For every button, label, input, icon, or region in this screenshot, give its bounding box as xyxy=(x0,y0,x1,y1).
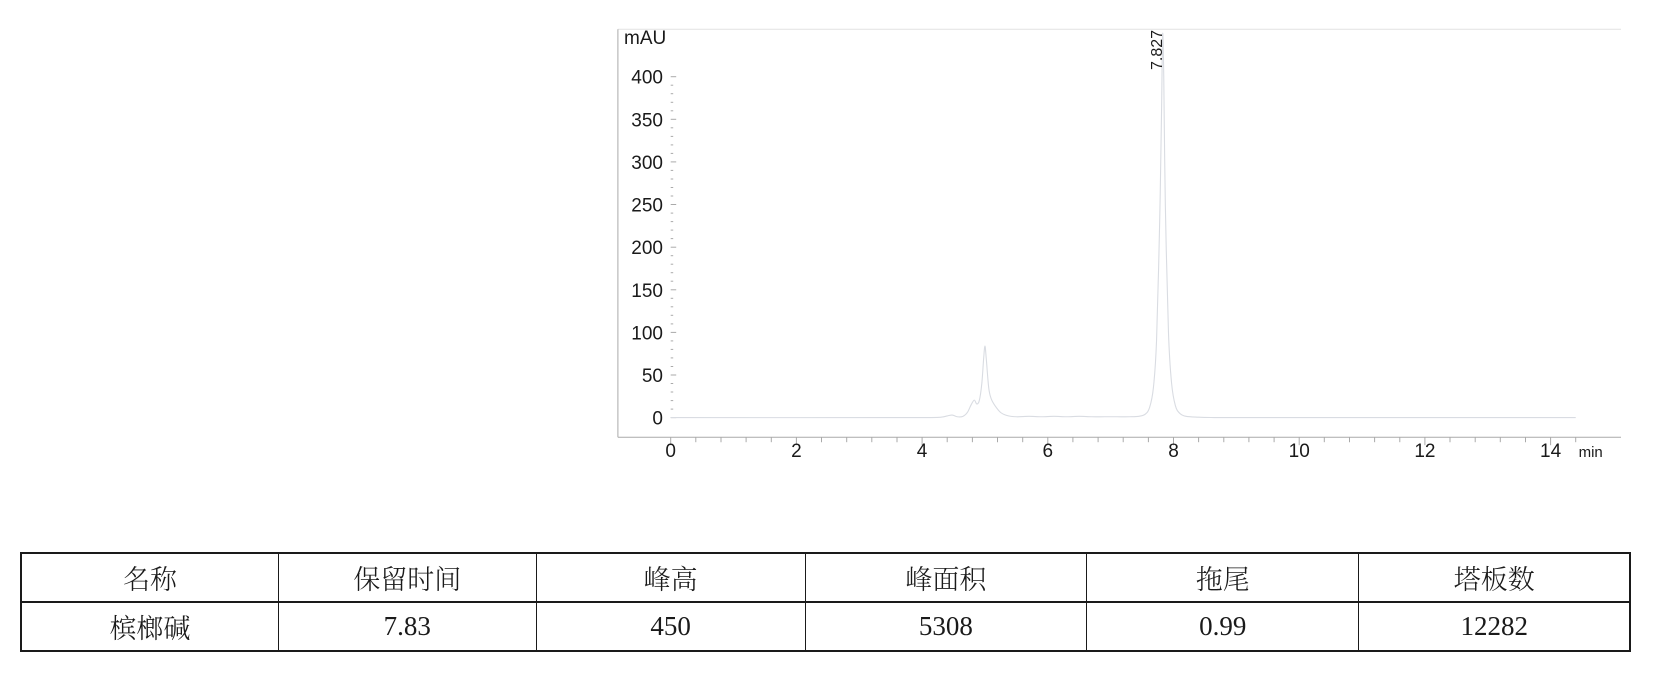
svg-text:2: 2 xyxy=(791,441,802,462)
svg-text:100: 100 xyxy=(631,323,663,344)
svg-text:0: 0 xyxy=(652,409,663,430)
svg-text:6: 6 xyxy=(1043,441,1054,462)
svg-text:mAU: mAU xyxy=(624,28,666,49)
svg-text:14: 14 xyxy=(1540,441,1562,462)
svg-text:300: 300 xyxy=(631,153,663,174)
svg-text:250: 250 xyxy=(631,196,663,217)
svg-text:12: 12 xyxy=(1414,441,1435,462)
svg-text:7.827: 7.827 xyxy=(1149,30,1166,70)
svg-text:200: 200 xyxy=(631,238,663,259)
svg-text:4: 4 xyxy=(917,441,928,462)
svg-text:350: 350 xyxy=(631,110,663,131)
svg-text:150: 150 xyxy=(631,281,663,302)
svg-text:400: 400 xyxy=(631,68,663,89)
svg-text:8: 8 xyxy=(1168,441,1179,462)
svg-text:50: 50 xyxy=(642,366,663,387)
svg-text:10: 10 xyxy=(1289,441,1310,462)
svg-text:min: min xyxy=(1579,444,1603,461)
svg-text:0: 0 xyxy=(665,441,676,462)
